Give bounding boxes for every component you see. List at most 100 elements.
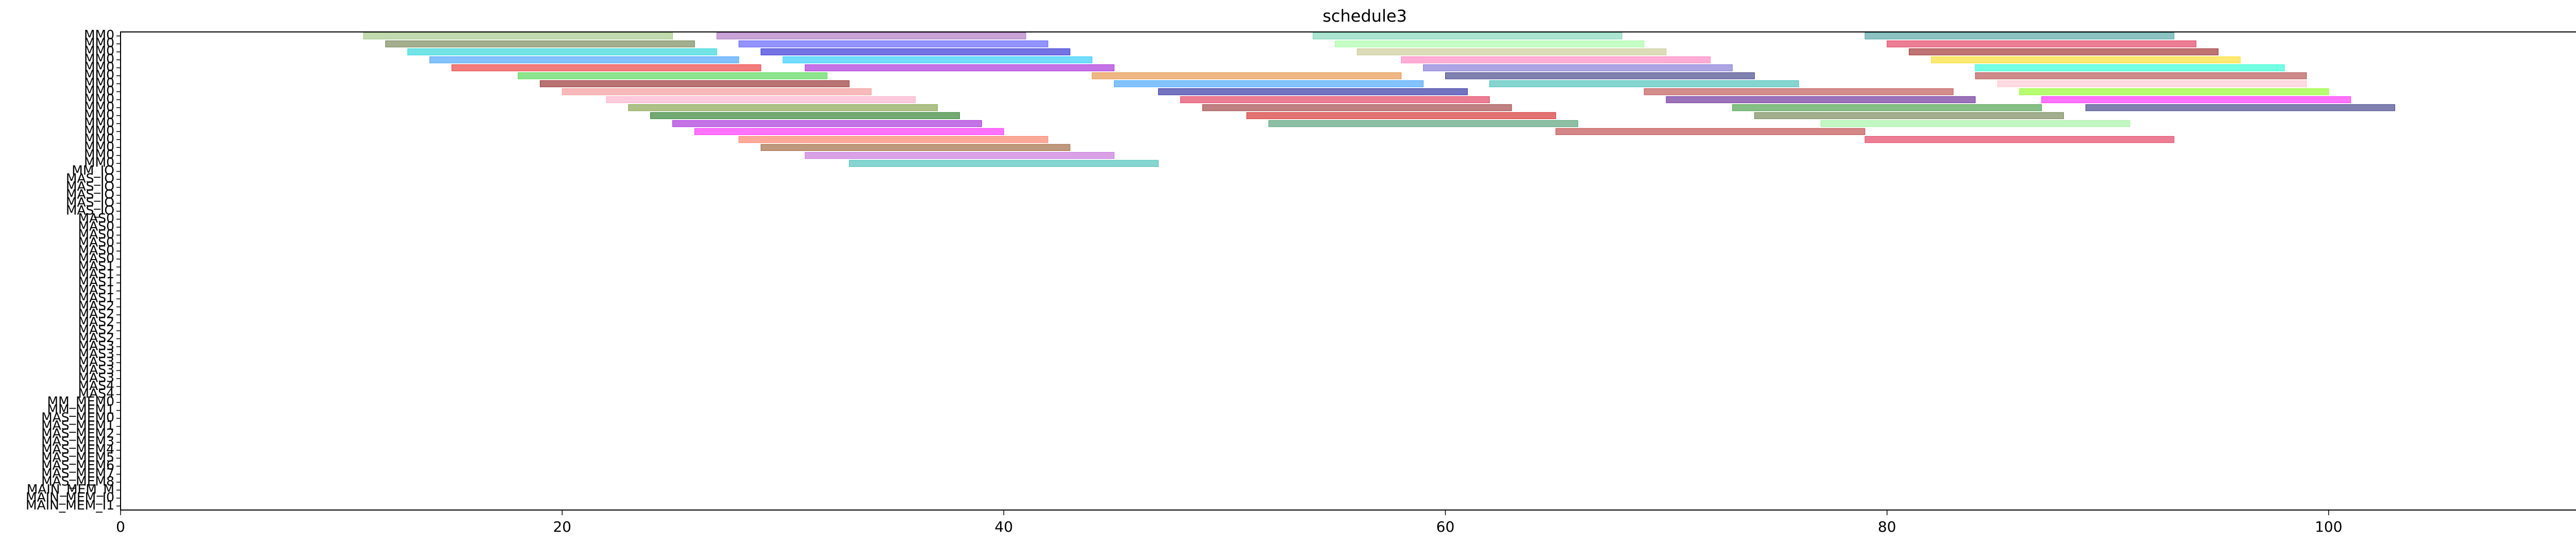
task-bar <box>1423 64 1733 72</box>
x-tick-label: 0 <box>116 518 125 535</box>
task-bar <box>1555 128 1866 135</box>
task-bar <box>738 40 1048 47</box>
y-tick-label: MAS_IO <box>66 202 114 217</box>
task-bar <box>429 56 739 63</box>
y-tick-label: MAIN_MEM_I0 <box>26 489 114 504</box>
task-bar <box>1643 88 1954 95</box>
y-tick-label: MAS_MEM8 <box>41 473 114 488</box>
y-tick-label: MAS4 <box>78 386 114 401</box>
y-tick-label: MM0 <box>84 155 114 170</box>
task-bar <box>716 32 1026 40</box>
task-bar <box>2085 104 2395 111</box>
task-bar <box>1445 72 1755 79</box>
task-bar <box>805 152 1115 159</box>
y-tick-label: MM0 <box>84 59 114 74</box>
task-bar <box>628 104 938 111</box>
task-bar <box>562 88 872 95</box>
task-bar <box>1975 64 2285 72</box>
task-bar <box>385 40 695 47</box>
task-bar <box>694 128 1004 135</box>
task-bar <box>783 56 1093 63</box>
chart-title: schedule3 <box>1323 6 1407 26</box>
task-bar <box>1732 104 2042 111</box>
x-tick-label: 20 <box>553 518 571 535</box>
plot-frame <box>120 31 2576 511</box>
y-tick-label: MM0 <box>84 67 114 82</box>
bars-layer <box>363 32 2395 167</box>
task-bar <box>407 48 717 56</box>
y-tick-label: MM0 <box>84 83 114 98</box>
task-bar <box>517 72 827 79</box>
task-bar <box>1975 72 2307 79</box>
y-tick-label: MAIN_MEM_I1 <box>26 498 114 513</box>
task-bar <box>1865 32 2175 40</box>
task-bar <box>451 64 761 72</box>
task-bar <box>650 112 960 120</box>
x-tick-label: 80 <box>1878 518 1896 535</box>
y-tick-label: MAS2 <box>78 314 114 329</box>
y-tick-label: MAS0 <box>78 243 114 258</box>
y-tick-label: MAS_MEM2 <box>41 426 114 441</box>
task-bar <box>2041 96 2351 104</box>
task-bar <box>1401 56 1711 63</box>
task-bar <box>2019 88 2329 95</box>
task-bar <box>805 64 1115 72</box>
y-tick-label: MAS2 <box>78 298 114 313</box>
task-bar <box>1114 80 1424 88</box>
y-tick-label: MAS3 <box>78 370 114 385</box>
y-tick-label: MAS1 <box>78 266 114 281</box>
y-tick-label: MAS_IO <box>66 187 114 202</box>
y-tick-label: MM0 <box>84 131 114 146</box>
task-bar <box>1092 72 1402 79</box>
y-tick-label: MM0 <box>84 107 114 122</box>
y-tick-label: MAS3 <box>78 354 114 369</box>
y-tick-label: MAS1 <box>78 275 114 290</box>
y-tick-label: MAS_IO <box>66 195 114 210</box>
y-tick-label: MAS0 <box>78 218 114 233</box>
task-bar <box>1820 120 2130 127</box>
y-tick-label: MAS2 <box>78 322 114 337</box>
y-tick-label: MAS_MEM7 <box>41 466 114 481</box>
y-tick-label: MAS_MEM4 <box>41 442 114 456</box>
y-tick-label: MM0 <box>84 75 114 90</box>
y-tick-label: MAS3 <box>78 338 114 353</box>
task-bar <box>1268 120 1579 127</box>
y-tick-label: MM_MEM0 <box>47 394 114 409</box>
task-bar <box>1887 40 2197 47</box>
task-bar <box>1357 48 1667 56</box>
y-tick-label: MAS_IO <box>66 179 114 194</box>
task-bar <box>738 136 1048 143</box>
task-bar <box>1312 32 1622 40</box>
task-bar <box>1202 104 1512 111</box>
task-bar <box>1754 112 2064 120</box>
y-tick-label: MAS0 <box>78 211 114 226</box>
task-bar <box>1997 80 2307 88</box>
y-tick-label: MM0 <box>84 123 114 138</box>
y-tick-label: MAS_MEM5 <box>41 450 114 465</box>
task-bar <box>760 144 1071 151</box>
y-tick-label: MAS2 <box>78 330 114 345</box>
y-tick-label: MAS_MEM1 <box>41 418 114 433</box>
y-tick-label: MM0 <box>84 91 114 106</box>
task-bar <box>1489 80 1799 88</box>
y-tick-label: MAS4 <box>78 378 114 393</box>
task-bar <box>672 120 982 127</box>
task-bar <box>1180 96 1490 104</box>
task-bar <box>1334 40 1645 47</box>
y-tick-label: MM_IO <box>72 163 114 178</box>
y-tick-label: MM0 <box>84 99 114 114</box>
y-tick-label: MM0 <box>84 43 114 58</box>
y-axis: MM0MM0MM0MM0MM0MM0MM0MM0MM0MM0MM0MM0MM0M… <box>26 27 121 513</box>
x-tick-label: 100 <box>2315 518 2342 535</box>
y-tick-label: MAS1 <box>78 282 114 297</box>
y-tick-label: MAS0 <box>78 250 114 265</box>
task-bar <box>1246 112 1556 120</box>
y-tick-label: MM0 <box>84 52 114 66</box>
y-tick-label: MM0 <box>84 147 114 162</box>
y-tick-label: MAS_IO <box>66 171 114 186</box>
y-tick-label: MAS1 <box>78 259 114 274</box>
task-bar <box>1158 88 1468 95</box>
task-bar <box>1666 96 1976 104</box>
y-tick-label: MAS3 <box>78 362 114 377</box>
